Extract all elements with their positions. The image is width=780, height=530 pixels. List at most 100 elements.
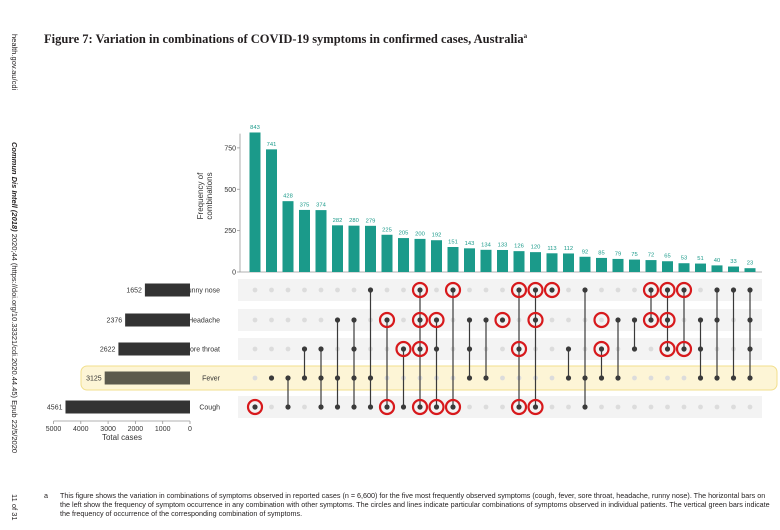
bar-value-label: 126 — [514, 244, 524, 250]
matrix-dot-inactive — [285, 346, 291, 352]
matrix-dot-inactive — [302, 287, 307, 293]
set-name-label: Sore throat — [185, 347, 220, 354]
bar-value-label: 113 — [547, 246, 556, 252]
figure-footnote: a This figure shows the variation in com… — [44, 491, 774, 518]
matrix-dot-active — [450, 404, 456, 410]
matrix-dot-inactive — [566, 404, 571, 410]
matrix-dot-inactive — [302, 317, 307, 323]
set-axis-tick-label: 3000 — [100, 426, 116, 433]
footnote-mark: a — [44, 491, 48, 500]
matrix-dot-inactive — [351, 287, 357, 293]
highlight-row-fever — [80, 365, 778, 391]
set-axis-tick-label: 5000 — [46, 426, 62, 433]
matrix-dot-active — [532, 287, 539, 293]
matrix-dot-inactive — [632, 375, 637, 381]
matrix-dot-active — [433, 346, 440, 352]
matrix-dot-inactive — [714, 404, 720, 410]
matrix-dot-active — [351, 375, 357, 381]
matrix-dot-inactive — [500, 346, 505, 352]
matrix-dot-active — [301, 346, 308, 352]
y-tick-label: 500 — [224, 187, 236, 194]
highlight-circle — [593, 340, 610, 358]
matrix-dot-inactive — [384, 287, 390, 293]
set-size-label: 3125 — [86, 376, 102, 383]
y-tick-label: 0 — [232, 270, 236, 277]
bar-value-label: 143 — [465, 241, 475, 247]
matrix-dot-inactive — [467, 404, 472, 410]
highlight-circle — [494, 311, 511, 329]
matrix-dot-active — [268, 375, 275, 381]
matrix-dot-inactive — [549, 404, 555, 410]
matrix-dot-active — [351, 317, 357, 323]
matrix-dot-active — [532, 404, 539, 410]
matrix-dot-inactive — [269, 404, 274, 410]
highlight-circle — [527, 281, 544, 299]
set-axis-tick-label: 2000 — [128, 426, 144, 433]
matrix-dot-inactive — [599, 317, 604, 323]
matrix-dot-active — [367, 287, 374, 293]
matrix-dot-active — [466, 346, 473, 352]
set-size-label: 1652 — [126, 288, 142, 295]
matrix-dot-active — [351, 404, 357, 410]
matrix-dot-active — [367, 404, 374, 410]
matrix-dot-active — [351, 346, 357, 352]
matrix-dot-active — [714, 375, 720, 381]
bar-value-label: 375 — [300, 202, 310, 208]
combination-bar — [629, 259, 640, 272]
matrix-dot-inactive — [483, 287, 489, 293]
set-size-bar — [104, 371, 190, 385]
matrix-dot-inactive — [731, 404, 736, 410]
bar-value-label: 79 — [615, 251, 621, 257]
matrix-dot-inactive — [269, 346, 274, 352]
combination-bar — [579, 256, 591, 272]
highlight-circle — [510, 281, 528, 299]
matrix-dot-active — [631, 346, 638, 352]
highlight-circle — [675, 281, 693, 299]
matrix-dot-active — [318, 375, 324, 381]
matrix-dot-active — [516, 346, 522, 352]
combination-bar — [546, 253, 558, 272]
bar-value-label: 120 — [531, 245, 541, 251]
bar-value-label: 205 — [399, 231, 409, 237]
matrix-dot-active — [384, 317, 390, 323]
highlight-circle — [543, 281, 561, 299]
figure-title: Figure 7: Variation in combinations of C… — [44, 32, 528, 47]
combination-bar — [266, 149, 277, 272]
matrix-dot-active — [516, 287, 522, 293]
combination-bar — [414, 238, 426, 272]
set-axis-tick-label: 1000 — [155, 426, 171, 433]
matrix-dot-active — [334, 404, 341, 410]
matrix-dot-active — [252, 404, 258, 410]
matrix-dot-active — [615, 317, 621, 323]
set-size-label: 2376 — [107, 318, 123, 325]
combination-bar — [282, 201, 294, 272]
highlight-circle — [378, 311, 396, 329]
matrix-dot-active — [384, 404, 390, 410]
matrix-dot-inactive — [632, 404, 637, 410]
set-size-bar — [144, 283, 190, 297]
matrix-dot-active — [648, 287, 654, 293]
matrix-dot-active — [532, 317, 539, 323]
bar-value-label: 134 — [481, 242, 491, 248]
matrix-dot-active — [450, 287, 456, 293]
matrix-dot-inactive — [401, 317, 406, 323]
combination-bar — [447, 247, 459, 272]
combination-bar — [678, 263, 690, 272]
matrix-dot-active — [433, 404, 440, 410]
matrix-dot-active — [565, 346, 572, 352]
matrix-dot-active — [301, 375, 308, 381]
matrix-dot-active — [285, 375, 291, 381]
matrix-dot-inactive — [285, 287, 291, 293]
combination-bar — [711, 265, 723, 272]
combination-bar — [398, 238, 409, 272]
combination-bar — [249, 132, 261, 272]
matrix-dot-active — [747, 375, 753, 381]
matrix-dot-inactive — [285, 317, 291, 323]
bar-value-label: 374 — [316, 203, 326, 209]
matrix-dot-active — [400, 346, 407, 352]
set-size-label: 2622 — [100, 347, 116, 354]
matrix-row-band — [238, 279, 762, 301]
combination-bar — [365, 225, 376, 272]
matrix-dot-active — [615, 375, 621, 381]
